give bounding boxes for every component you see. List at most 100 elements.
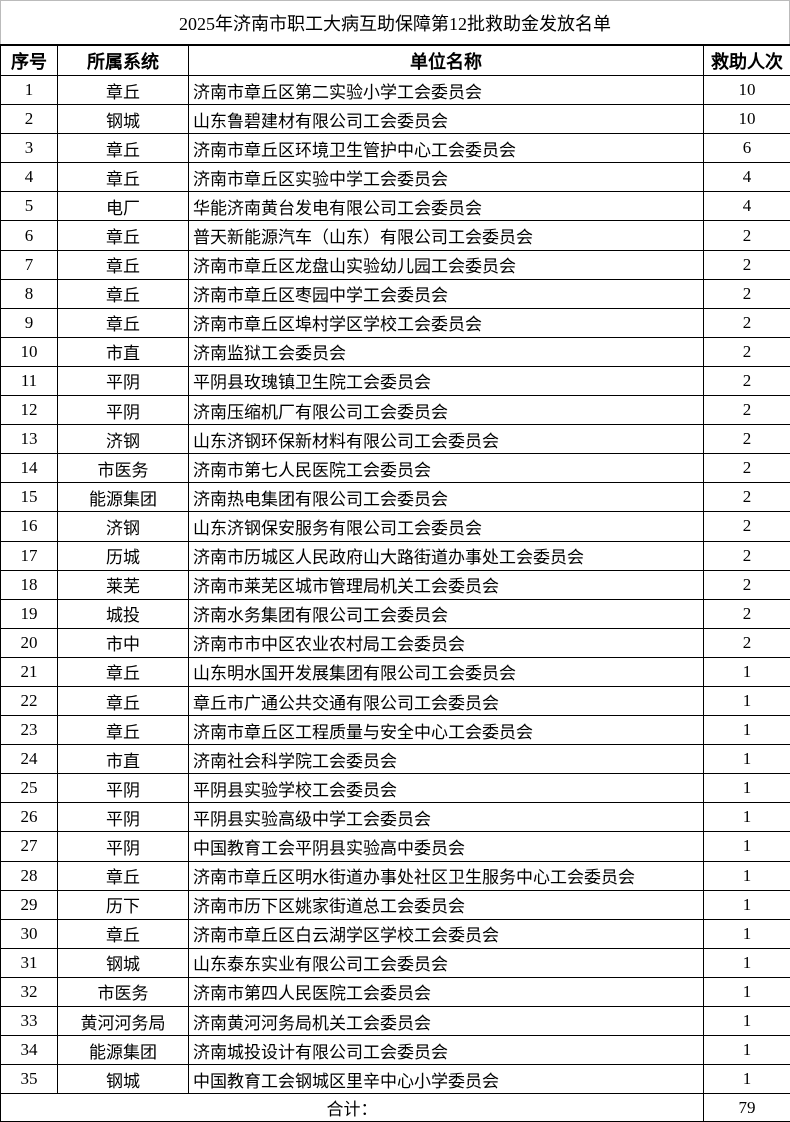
- row-system: 钢城: [58, 948, 189, 977]
- row-unit-name: 济南市莱芜区城市管理局机关工会委员会: [189, 570, 704, 599]
- row-unit-name: 济南市章丘区枣园中学工会委员会: [189, 279, 704, 308]
- row-system: 钢城: [58, 1065, 189, 1094]
- row-unit-name: 济南压缩机厂有限公司工会委员会: [189, 396, 704, 425]
- row-count: 1: [704, 774, 790, 803]
- row-index: 19: [1, 599, 58, 628]
- row-index: 10: [1, 337, 58, 366]
- row-unit-name: 济南市章丘区环境卫生管护中心工会委员会: [189, 134, 704, 163]
- row-index: 32: [1, 977, 58, 1006]
- row-system: 平阴: [58, 366, 189, 395]
- row-index: 21: [1, 657, 58, 686]
- row-index: 30: [1, 919, 58, 948]
- row-system: 市直: [58, 337, 189, 366]
- row-unit-name: 济南黄河河务局机关工会委员会: [189, 1007, 704, 1036]
- row-count: 2: [704, 308, 790, 337]
- row-system: 历下: [58, 890, 189, 919]
- row-system: 平阴: [58, 803, 189, 832]
- row-system: 章丘: [58, 861, 189, 890]
- row-system: 章丘: [58, 279, 189, 308]
- row-index: 24: [1, 745, 58, 774]
- row-count: 2: [704, 512, 790, 541]
- row-index: 18: [1, 570, 58, 599]
- row-index: 15: [1, 483, 58, 512]
- row-count: 4: [704, 192, 790, 221]
- row-system: 城投: [58, 599, 189, 628]
- row-index: 6: [1, 221, 58, 250]
- row-count: 2: [704, 599, 790, 628]
- row-index: 29: [1, 890, 58, 919]
- row-index: 26: [1, 803, 58, 832]
- row-unit-name: 济南市市中区农业农村局工会委员会: [189, 628, 704, 657]
- row-unit-name: 济南水务集团有限公司工会委员会: [189, 599, 704, 628]
- row-count: 4: [704, 163, 790, 192]
- row-unit-name: 济南热电集团有限公司工会委员会: [189, 483, 704, 512]
- row-unit-name: 平阴县玫瑰镇卫生院工会委员会: [189, 366, 704, 395]
- header-count: 救助人次: [704, 45, 790, 76]
- row-system: 章丘: [58, 308, 189, 337]
- row-system: 市医务: [58, 454, 189, 483]
- row-system: 市医务: [58, 977, 189, 1006]
- row-system: 章丘: [58, 163, 189, 192]
- row-system: 章丘: [58, 919, 189, 948]
- row-index: 14: [1, 454, 58, 483]
- row-unit-name: 济南市章丘区工程质量与安全中心工会委员会: [189, 716, 704, 745]
- row-count: 2: [704, 454, 790, 483]
- row-unit-name: 济南市章丘区龙盘山实验幼儿园工会委员会: [189, 250, 704, 279]
- row-count: 2: [704, 337, 790, 366]
- row-system: 能源集团: [58, 483, 189, 512]
- row-count: 1: [704, 1007, 790, 1036]
- row-unit-name: 济南社会科学院工会委员会: [189, 745, 704, 774]
- row-system: 市中: [58, 628, 189, 657]
- row-unit-name: 山东明水国开发展集团有限公司工会委员会: [189, 657, 704, 686]
- row-count: 2: [704, 425, 790, 454]
- row-count: 1: [704, 832, 790, 861]
- row-system: 莱芜: [58, 570, 189, 599]
- row-system: 章丘: [58, 657, 189, 686]
- row-index: 13: [1, 425, 58, 454]
- row-index: 4: [1, 163, 58, 192]
- row-system: 章丘: [58, 134, 189, 163]
- row-unit-name: 济南监狱工会委员会: [189, 337, 704, 366]
- header-system: 所属系统: [58, 45, 189, 76]
- row-system: 电厂: [58, 192, 189, 221]
- row-count: 10: [704, 76, 790, 105]
- row-system: 章丘: [58, 250, 189, 279]
- row-count: 2: [704, 396, 790, 425]
- row-unit-name: 济南市章丘区明水街道办事处社区卫生服务中心工会委员会: [189, 861, 704, 890]
- row-unit-name: 中国教育工会平阴县实验高中委员会: [189, 832, 704, 861]
- row-index: 27: [1, 832, 58, 861]
- row-count: 1: [704, 745, 790, 774]
- row-system: 历城: [58, 541, 189, 570]
- row-count: 2: [704, 221, 790, 250]
- row-index: 25: [1, 774, 58, 803]
- row-unit-name: 华能济南黄台发电有限公司工会委员会: [189, 192, 704, 221]
- row-count: 1: [704, 686, 790, 715]
- row-unit-name: 章丘市广通公共交通有限公司工会委员会: [189, 686, 704, 715]
- row-unit-name: 平阴县实验学校工会委员会: [189, 774, 704, 803]
- row-index: 12: [1, 396, 58, 425]
- row-unit-name: 济南市历城区人民政府山大路街道办事处工会委员会: [189, 541, 704, 570]
- row-index: 20: [1, 628, 58, 657]
